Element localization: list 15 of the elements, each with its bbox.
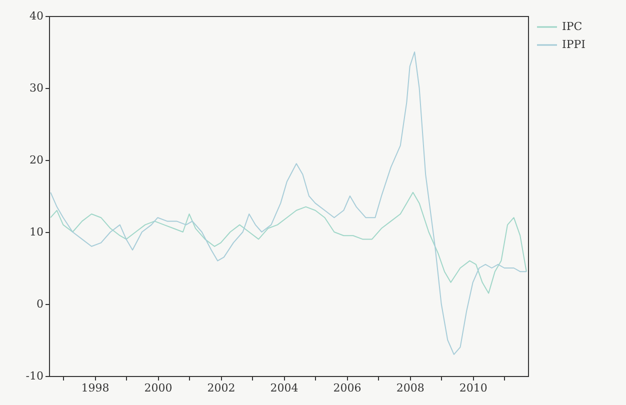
y-tick-label: -10 — [26, 370, 44, 382]
x-tick-label: 2004 — [270, 382, 298, 394]
legend-label: IPC — [562, 20, 582, 33]
y-tick-label: 40 — [30, 10, 44, 22]
y-tick-label: 0 — [36, 298, 44, 310]
legend-label: IPPI — [562, 38, 586, 51]
y-tick-label: 20 — [30, 154, 44, 166]
x-tick-label: 2008 — [396, 382, 424, 394]
y-tick-label: 30 — [30, 82, 44, 94]
x-tick-label: 1998 — [81, 382, 110, 394]
x-tick-label: 2006 — [333, 382, 362, 394]
y-tick-label: 10 — [30, 226, 44, 238]
x-tick-label: 2000 — [144, 382, 172, 394]
x-tick-label: 2010 — [459, 382, 488, 394]
x-tick-label: 2002 — [207, 382, 236, 394]
